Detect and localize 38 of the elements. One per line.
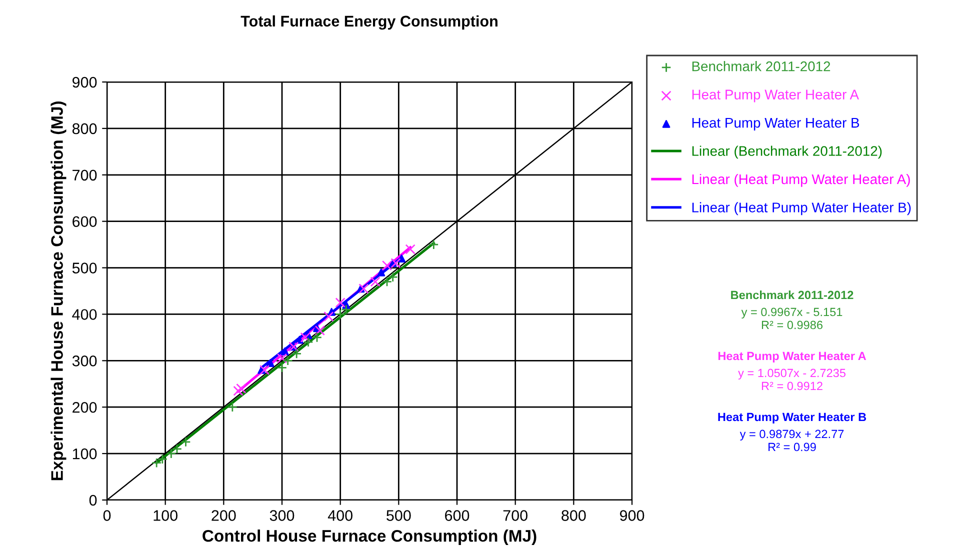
x-tick-label: 300 [270,510,294,521]
x-tick-label: 500 [386,510,411,521]
chart-title: Total Furnace Energy Consumption [240,15,498,30]
x-tick-label: 200 [212,510,236,521]
y-tick-label: 600 [72,216,97,228]
x-tick-label: 600 [445,510,470,521]
text: Heat Pump Water Heater A [718,352,866,363]
x-tick-label: 100 [154,510,178,521]
text: Heat Pump Water Heater B [718,412,866,424]
x-tick-label: 800 [562,510,586,521]
y-tick-label: 0 [89,494,97,506]
text: y = 0.9967x - 5.151 [741,308,842,318]
y-tick-label: 500 [72,262,97,274]
legend-label: Linear (Heat Pump Water Heater A) [692,174,910,187]
y-tick-label: 900 [72,76,97,88]
text: R² = 0.9912 [762,382,822,390]
y-tick-label: 400 [72,309,97,320]
legend-label: Linear (Heat Pump Water Heater B) [692,202,911,216]
y-tick-label: 800 [72,123,97,134]
legend-label: Linear (Benchmark 2011-2012) [692,146,882,159]
text: R² = 0.9986 [762,320,822,330]
y-tick-label: 300 [72,356,97,366]
x-axis-title: Control House Furnace Consumption (MJ) [202,530,536,546]
legend-label: Heat Pump Water Heater A [692,90,859,102]
legend-label: Heat Pump Water Heater B [692,118,860,130]
legend-label: Benchmark 2011-2012 [692,61,830,72]
y-tick-label: 700 [72,170,97,181]
y-tick-label: 200 [72,402,97,413]
x-tick-label: 700 [503,510,528,521]
text: Benchmark 2011-2012 [731,290,854,300]
y-axis-title: Experimental House Furnace Consumption (MJ) [50,102,66,480]
text: y = 1.0507x - 2.7235 [738,368,846,380]
text: R² = 0.99 [768,442,816,452]
x-tick-label: 900 [620,510,644,521]
y-tick-label: 100 [72,448,97,460]
text: y = 0.9879x + 22.77 [740,430,844,441]
x-tick-label: 400 [328,510,352,521]
x-tick-label: 0 [103,510,111,521]
